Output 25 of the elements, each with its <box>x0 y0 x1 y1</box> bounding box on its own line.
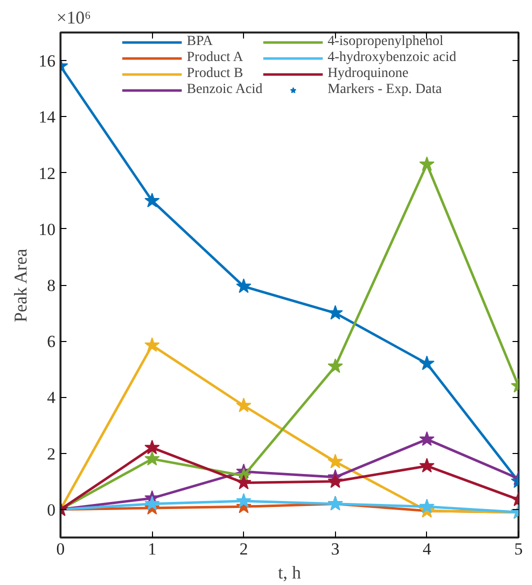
x-axis-title: t, h <box>278 562 302 582</box>
y-tick-label: 0 <box>47 500 56 520</box>
y-tick-label: 6 <box>47 332 56 352</box>
legend-label: Hydroquinone <box>328 66 408 82</box>
legend-label: 4-hydroxybenzoic acid <box>328 50 456 66</box>
x-tick-label: 3 <box>331 540 340 558</box>
y-axis-title: Peak Area <box>10 248 30 322</box>
legend-label: Benzoic Acid <box>186 82 263 98</box>
text: ×10⁶ <box>56 8 91 28</box>
legend-label: Product A <box>186 50 244 66</box>
x-tick-label: 5 <box>514 540 523 558</box>
y-tick-label: 16 <box>38 52 56 71</box>
x-tick-label: 4 <box>422 540 432 558</box>
legend-label: Product B <box>186 66 244 82</box>
y-tick-label: 8 <box>47 276 56 295</box>
legend-label: Markers - Exp. Data <box>328 82 442 98</box>
y-tick-label: 4 <box>47 388 56 408</box>
y-tick-label: 14 <box>38 108 56 127</box>
legend-label: 4-isopropenylphenol <box>328 34 444 50</box>
y-tick-label: 12 <box>38 164 56 183</box>
y-tick-label: 2 <box>47 444 56 464</box>
legend-label: BPA <box>186 34 213 50</box>
y-tick-label: 10 <box>38 220 56 239</box>
x-tick-label: 2 <box>239 540 248 558</box>
x-tick-label: 1 <box>148 540 156 558</box>
